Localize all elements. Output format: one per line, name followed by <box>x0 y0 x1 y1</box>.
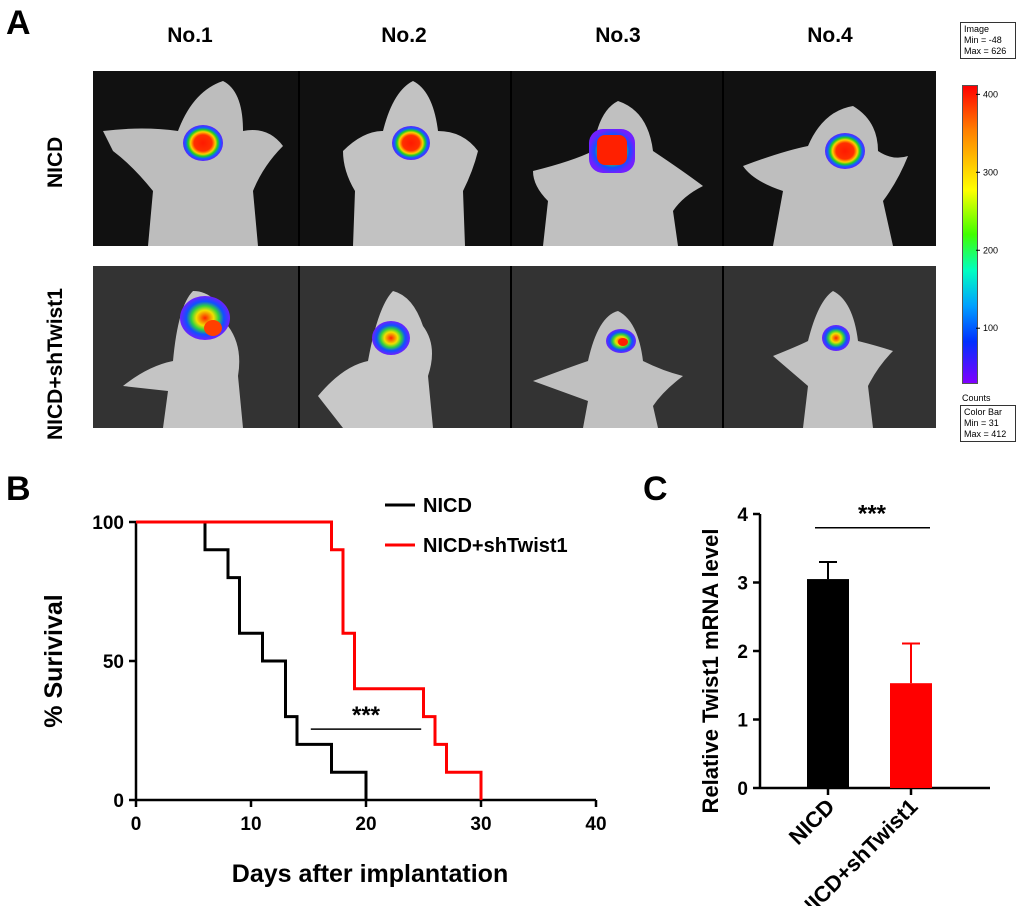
legend-label-nicd: NICD <box>423 495 472 517</box>
image-range-box: Image Min = -48 Max = 626 <box>960 22 1016 59</box>
x-tick-label: 10 <box>240 814 261 835</box>
y-tick-label: 3 <box>737 574 748 595</box>
significance-stars: *** <box>858 501 887 528</box>
column-label-no4: No.4 <box>807 24 853 47</box>
panel-b-letter: B <box>6 470 31 508</box>
panel-a-letter: A <box>6 4 31 42</box>
mouse-3-nicd-shtwist1 <box>533 311 683 428</box>
mouse-1-nicd-shtwist1 <box>123 291 243 428</box>
x-tick-label: 0 <box>131 814 142 835</box>
row-label-nicd: NICD <box>44 136 67 188</box>
nicd-imaging-strip <box>93 71 936 246</box>
bar-nicd <box>807 579 849 788</box>
x-tick-label: 30 <box>470 814 491 835</box>
nicd-mice-images <box>103 71 908 246</box>
row-label-nicd-shtwist1: NICD+shTwist1 <box>44 288 67 440</box>
nicd-shtwist1-mice-images <box>123 266 893 428</box>
panel-c-letter: C <box>643 470 668 508</box>
bar-nicd-shtwist1 <box>890 683 932 788</box>
color-bar-min: Min = 31 <box>964 418 999 428</box>
color-bar-title: Color Bar <box>964 407 1003 417</box>
mouse-4-nicd <box>743 106 908 246</box>
y-axis-title: % Surivival <box>40 594 68 727</box>
x-tick-label-nicd: NICD <box>784 794 840 850</box>
x-tick-label: 40 <box>585 814 606 835</box>
y-tick-label: 2 <box>737 642 748 663</box>
column-label-no1: No.1 <box>167 24 213 47</box>
image-range-title: Image <box>964 24 990 34</box>
significance-stars: *** <box>352 702 381 729</box>
color-bar-tick-label: 300 <box>983 167 998 177</box>
color-scale-ticks: 400 300 200 100 <box>976 89 998 333</box>
y-axis-title: Relative Twist1 mRNA level <box>698 529 723 814</box>
y-tick-label: 100 <box>92 513 124 534</box>
color-bar-tick-label: 400 <box>983 89 998 99</box>
y-tick-label: 1 <box>737 711 748 732</box>
mouse-2-nicd-shtwist1 <box>318 291 433 428</box>
color-bar-range-box: Color Bar Min = 31 Max = 412 <box>960 405 1016 442</box>
image-range-max: Max = 626 <box>964 46 1007 56</box>
column-label-no2: No.2 <box>381 24 427 47</box>
nicd-shtwist1-imaging-strip <box>93 266 936 428</box>
color-bar-max: Max = 412 <box>964 429 1007 439</box>
y-tick-label: 0 <box>737 779 748 800</box>
color-scale-bar <box>962 85 978 384</box>
survival-curve-nicd-shtwist1 <box>136 520 483 800</box>
mouse-3-nicd <box>533 101 703 246</box>
mouse-4-nicd-shtwist1 <box>773 291 893 428</box>
survival-chart: 0 50 100 0 10 20 30 40 Days after implantation % … <box>40 495 607 888</box>
mouse-2-nicd <box>343 81 478 246</box>
color-scale-unit: Counts <box>962 393 991 403</box>
legend-label-nicd-shtwist1: NICD+shTwist1 <box>423 535 568 557</box>
y-tick-label: 0 <box>113 791 124 812</box>
y-tick-label: 50 <box>103 652 124 673</box>
color-bar-tick-label: 200 <box>983 245 998 255</box>
survival-curve-nicd <box>136 520 368 800</box>
image-range-min: Min = -48 <box>964 35 1002 45</box>
x-tick-label: 20 <box>355 814 376 835</box>
column-label-no3: No.3 <box>595 24 641 47</box>
x-axis-title: Days after implantation <box>232 860 508 888</box>
color-bar-tick-label: 100 <box>983 323 998 333</box>
mouse-1-nicd <box>103 81 283 246</box>
y-tick-label: 4 <box>737 505 748 526</box>
